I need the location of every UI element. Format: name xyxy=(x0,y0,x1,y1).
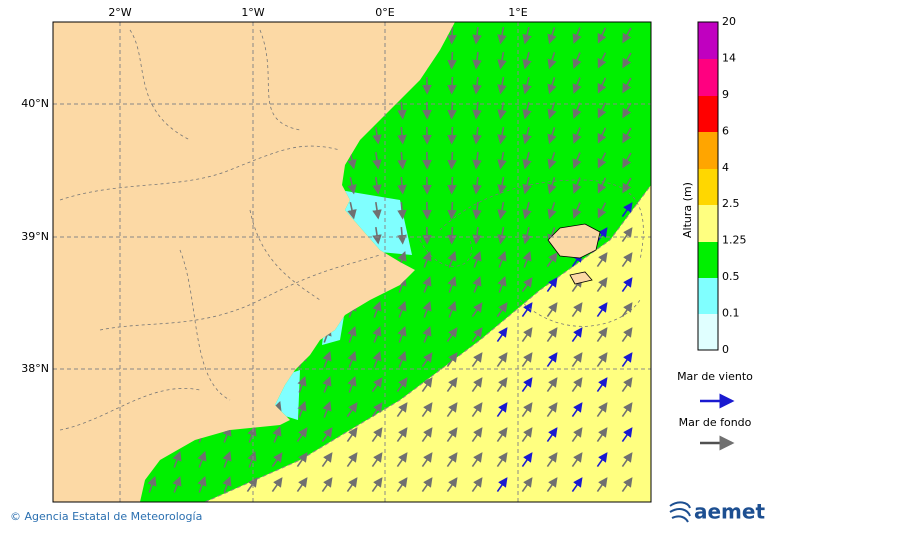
colorbar-segment xyxy=(698,314,718,350)
colorbar-segment xyxy=(698,22,718,59)
colorbar-label: 0.1 xyxy=(722,307,740,320)
colorbar-label: 14 xyxy=(722,51,736,64)
colorbar-label: 4 xyxy=(722,161,729,174)
colorbar-label: 9 xyxy=(722,88,729,101)
colorbar-label: 20 xyxy=(722,15,736,28)
arrow xyxy=(452,177,453,193)
lat-label: 39°N xyxy=(21,230,49,243)
arrow xyxy=(452,152,453,168)
colorbar-label: 1.25 xyxy=(722,234,747,247)
lat-label: 38°N xyxy=(21,362,49,375)
logo-icon xyxy=(670,502,690,522)
colorbar-title: Altura (m) xyxy=(681,182,694,238)
colorbar-label: 2.5 xyxy=(722,197,740,210)
footer-credit: © Agencia Estatal de Meteorología xyxy=(10,510,202,523)
colorbar-segment xyxy=(698,59,718,96)
lon-label: 1°W xyxy=(241,6,264,19)
arrow xyxy=(452,77,453,93)
lon-label: 0°E xyxy=(375,6,394,19)
legend-label: Mar de viento xyxy=(677,370,753,383)
logo: aemet xyxy=(670,500,765,524)
legend-label: Mar de fondo xyxy=(679,416,752,429)
arrow xyxy=(452,27,453,43)
arrow xyxy=(452,202,453,218)
lon-label: 2°W xyxy=(108,6,131,19)
lon-label: 1°E xyxy=(508,6,527,19)
arrow xyxy=(452,127,453,143)
colorbar-segment xyxy=(698,278,718,314)
colorbar-segment xyxy=(698,205,718,242)
colorbar-segment xyxy=(698,96,718,132)
colorbar-segment xyxy=(698,169,718,205)
colorbar-segment xyxy=(698,242,718,278)
arrow xyxy=(452,52,453,68)
colorbar: Altura (m) 20 14 9 6 4 2.5 1.25 0.5 0.1 0 xyxy=(681,15,747,356)
arrow xyxy=(452,227,453,243)
logo-text: aemet xyxy=(694,500,765,524)
map-area xyxy=(53,22,651,502)
colorbar-label: 0.5 xyxy=(722,270,740,283)
colorbar-label: 0 xyxy=(722,343,729,356)
lat-label: 40°N xyxy=(21,97,49,110)
colorbar-segment xyxy=(698,132,718,169)
colorbar-label: 6 xyxy=(722,124,729,137)
